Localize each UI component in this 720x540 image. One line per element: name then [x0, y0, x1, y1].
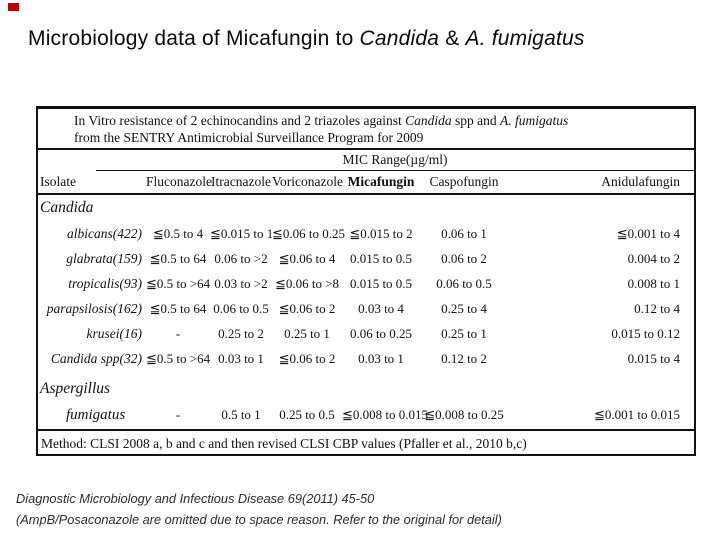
caption-divider [38, 148, 694, 150]
mic-range-value: 0.06 to 0.5 [436, 275, 492, 291]
mic-range-value: ≦0.001 to 4 [616, 225, 680, 241]
mic-table: In Vitro resistance of 2 echinocandins a… [36, 106, 696, 456]
isolate-name: albicans(422) [67, 225, 142, 241]
mic-range-value: 0.06 to >2 [214, 250, 268, 266]
mic-range-value: 0.015 to 0.5 [349, 250, 413, 266]
mic-range-value: 0.004 to 2 [627, 250, 680, 266]
table-body: Candida albicans(422) ≦0.5 to 4 ≦0.015 to 1… [38, 195, 694, 429]
mic-range-value: 0.015 to 0.5 [349, 275, 413, 291]
column-header-anidulafungin: Anidulafungin [601, 174, 680, 189]
mic-range-value: 0.12 to 2 [441, 350, 487, 366]
isolate-name: parapsilosis(162) [46, 300, 142, 316]
method-note: Method: CLSI 2008 a, b and c and then re… [41, 436, 527, 451]
title-text: Microbiology data of Micafungin to [28, 27, 360, 50]
table-row: parapsilosis(162) ≦0.5 to 64 0.06 to 0.5 ≦0… [38, 296, 694, 321]
isolate-name: tropicalis(93) [68, 275, 142, 291]
caption-line-1: In Vitro resistance of 2 echinocandins a… [74, 113, 569, 128]
mic-range-value: 0.015 to 0.12 [611, 325, 680, 341]
isolate-name: Candida spp(32) [50, 350, 142, 366]
mic-range-value: ≦0.06 to 2 [278, 300, 336, 316]
citation-line-1: Diagnostic Microbiology and Infectious D… [16, 491, 375, 506]
mic-range-value: ≦0.5 to >64 [146, 275, 211, 291]
table-row: tropicalis(93) ≦0.5 to >64 0.03 to >2 ≦0.06… [38, 271, 694, 296]
mic-range-value: ≦0.5 to >64 [146, 350, 211, 366]
citation-line-2: (AmpB/Posaconazole are omitted due to sp… [16, 512, 502, 527]
mic-range-value: ≦0.06 to >8 [274, 275, 340, 291]
mic-range-value: 0.06 to 0.25 [349, 325, 413, 341]
mic-range-value: 0.06 to 1 [441, 225, 487, 241]
mic-range-value: 0.03 to 1 [358, 350, 404, 366]
mic-range-value: 0.25 to 4 [441, 300, 487, 316]
table-row: albicans(422) ≦0.5 to 4 ≦0.015 to 1 ≦0.06 t… [38, 221, 694, 246]
mic-range-value: 0.03 to 4 [358, 300, 404, 316]
table-row: glabrata(159) ≦0.5 to 64 0.06 to >2 ≦0.06 t… [38, 246, 694, 271]
page-title: Microbiology data of Micafungin to Candi… [28, 27, 585, 51]
mic-range-value: ≦0.015 to 2 [349, 225, 413, 241]
mic-range-header-row: MIC Range(µg/ml) [38, 150, 694, 170]
mic-range-value: 0.03 to >2 [214, 275, 268, 291]
table-row: Candida spp(32) ≦0.5 to >64 0.03 to 1 ≦0.06… [38, 346, 694, 371]
isolate-name: krusei(16) [86, 325, 142, 341]
isolate-name: fumigatus [66, 406, 126, 423]
mic-range-value: - [175, 407, 181, 422]
column-header-fluconazole: Fluconazole [146, 174, 212, 189]
mic-range-underline [96, 170, 694, 171]
mic-range-value: - [175, 325, 181, 341]
citation: Diagnostic Microbiology and Infectious D… [16, 488, 502, 530]
table-caption: In Vitro resistance of 2 echinocandins a… [38, 109, 694, 148]
mic-range-value: 0.25 to 0.5 [279, 407, 335, 422]
column-header-micafungin: Micafungin [347, 174, 415, 189]
mic-range-value: ≦0.5 to 4 [152, 225, 204, 241]
mic-range-value: ≦0.015 to 1 [210, 225, 274, 241]
mic-range-value: 0.25 to 2 [218, 325, 264, 341]
mic-range-value: 0.015 to 4 [627, 350, 680, 366]
red-accent-square [8, 3, 19, 11]
mic-range-value: ≦0.5 to 64 [149, 250, 207, 266]
mic-range-label: MIC Range(µg/ml) [342, 152, 448, 167]
mic-range-value: ≦0.5 to 64 [149, 300, 207, 316]
mic-range-value: 0.12 to 4 [634, 300, 680, 316]
column-header-caspofungin: Caspofungin [429, 174, 499, 189]
mic-range-value: 0.25 to 1 [441, 325, 487, 341]
table-row: krusei(16) - 0.25 to 2 0.25 to 1 0.06 to 0.2… [38, 321, 694, 346]
column-header-isolate: Isolate [40, 174, 76, 189]
mic-range-value: ≦0.06 to 2 [278, 350, 336, 366]
mic-range-value: 0.06 to 2 [441, 250, 487, 266]
mic-range-value: 0.008 to 1 [627, 275, 680, 291]
caption-line-2: from the SENTRY Antimicrobial Surveillan… [74, 130, 424, 145]
section-label: Aspergillus [40, 380, 111, 397]
column-header-voriconazole: Voriconazole [272, 174, 343, 189]
title-candida-italic: Candida [359, 27, 440, 50]
mic-range-value: ≦0.008 to 0.015 [342, 407, 429, 422]
mic-range-value: 0.5 to 1 [221, 407, 261, 422]
mic-range-value: ≦0.008 to 0.25 [424, 407, 504, 422]
title-separator: & [439, 27, 466, 50]
mic-range-value: ≦0.06 to 4 [278, 250, 336, 266]
mic-range-value: 0.25 to 1 [284, 325, 330, 341]
header-divider [38, 193, 694, 195]
section-label: Candida [40, 199, 94, 216]
method-divider [38, 429, 694, 431]
isolate-name: glabrata(159) [66, 250, 142, 266]
column-header-itraconazole: Itracnazole [211, 174, 271, 189]
mic-range-value: 0.03 to 1 [218, 350, 264, 366]
mic-range-value: ≦0.06 to 0.25 [272, 225, 346, 241]
mic-range-value: ≦0.001 to 0.015 [593, 407, 680, 422]
table-row: fumigatus - 0.5 to 1 0.25 to 0.5 ≦0.008 to 0… [38, 401, 694, 429]
column-header-row: Isolate Fluconazole Itracnazole Voricona… [38, 171, 694, 193]
mic-range-value: 0.06 to 0.5 [213, 300, 269, 316]
title-fumigatus-italic: A. fumigatus [465, 27, 585, 50]
